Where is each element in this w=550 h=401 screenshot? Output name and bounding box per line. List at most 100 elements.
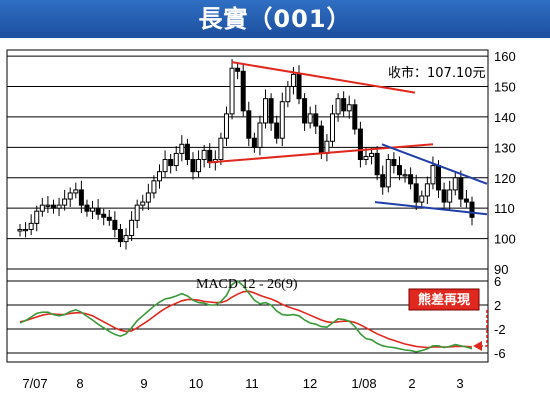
candle-body xyxy=(469,201,475,218)
candle-body xyxy=(140,201,146,206)
candle-body xyxy=(229,67,235,115)
candle-body xyxy=(458,177,464,200)
candle-body xyxy=(162,159,168,173)
close-price-label: 收市：107.10元 xyxy=(388,65,486,81)
candle-body xyxy=(179,143,185,154)
candle-body xyxy=(34,210,40,224)
candle-body xyxy=(106,216,112,221)
macd-title: MACD 12 - 26(9) xyxy=(196,277,298,292)
annotation-text: 熊差再現 xyxy=(418,292,470,308)
price-candles xyxy=(17,59,475,250)
candle-body xyxy=(151,180,157,194)
x-tick-label: 11 xyxy=(245,376,259,391)
trendline xyxy=(374,201,488,216)
candle-body xyxy=(441,189,447,203)
candle-body xyxy=(240,70,246,112)
candle-body xyxy=(78,189,84,206)
candle-body xyxy=(257,122,263,148)
candle-body xyxy=(285,86,291,103)
candle-body xyxy=(45,204,51,207)
candle-body xyxy=(324,140,330,154)
candle-body xyxy=(129,219,135,237)
candle-body xyxy=(207,149,213,164)
candle-body xyxy=(357,128,363,161)
candle-body xyxy=(424,183,430,197)
candle-body xyxy=(335,98,341,115)
candle-body xyxy=(419,195,425,203)
candle-body xyxy=(313,113,319,127)
trendline xyxy=(231,61,416,94)
candle-body xyxy=(157,171,163,182)
candle-body xyxy=(134,204,140,221)
candle-body xyxy=(112,219,118,230)
candle-body xyxy=(23,228,29,232)
price-tick-label: 140 xyxy=(494,110,516,125)
candle-body xyxy=(145,192,151,203)
candle-body xyxy=(463,198,469,203)
candle-body xyxy=(307,113,313,124)
candle-body xyxy=(408,174,414,185)
candle-body xyxy=(452,177,458,191)
candle-body xyxy=(374,152,380,176)
candle-body xyxy=(101,213,107,218)
candle-body xyxy=(302,98,308,124)
candle-body xyxy=(346,104,352,112)
candle-body xyxy=(341,98,347,112)
candle-body xyxy=(430,165,436,185)
candle-body xyxy=(290,73,296,87)
macd-tick-label: 6 xyxy=(494,274,501,289)
chart-title: 長實（001） xyxy=(198,5,352,33)
candle-body xyxy=(67,192,73,200)
candle-body xyxy=(246,110,252,139)
candle-body xyxy=(17,228,23,232)
candle-body xyxy=(28,222,34,230)
x-tick-label: 2 xyxy=(408,376,415,391)
candle-body xyxy=(184,143,190,160)
plot-frame xyxy=(6,49,489,363)
annotation-arrow-head xyxy=(473,341,482,351)
candle-body xyxy=(123,235,129,243)
candle-body xyxy=(436,165,442,191)
candle-body xyxy=(391,159,397,167)
candle-body xyxy=(279,101,285,139)
trendline xyxy=(381,143,488,185)
candle-body xyxy=(380,174,386,188)
x-tick-label: 12 xyxy=(303,376,317,391)
candle-body xyxy=(190,159,196,173)
candle-body xyxy=(201,149,207,160)
x-tick-label: 8 xyxy=(76,376,83,391)
candle-body xyxy=(223,113,229,139)
price-tick-label: 100 xyxy=(494,232,516,247)
candle-body xyxy=(413,183,419,203)
x-tick-label: 9 xyxy=(140,376,147,391)
candle-body xyxy=(274,122,280,139)
candle-body xyxy=(196,159,202,173)
macd-tick-label: -6 xyxy=(494,346,506,361)
x-tick-label: 10 xyxy=(189,376,203,391)
candle-body xyxy=(235,67,241,72)
candle-body xyxy=(218,137,224,161)
candle-body xyxy=(50,204,56,209)
candle-body xyxy=(369,152,375,157)
candle-body xyxy=(296,73,302,100)
candle-body xyxy=(402,174,408,177)
candle-body xyxy=(363,155,369,161)
candle-body xyxy=(263,98,269,124)
candle-body xyxy=(84,204,90,212)
candle-body xyxy=(39,204,45,212)
title-banner: 長實（001） xyxy=(0,0,550,38)
candle-body xyxy=(90,207,96,212)
x-tick-label: 3 xyxy=(456,376,463,391)
price-tick-label: 160 xyxy=(494,49,516,64)
candle-body xyxy=(117,228,123,243)
signal-line xyxy=(19,290,473,349)
trendline xyxy=(207,143,434,164)
macd-tick-label: 2 xyxy=(494,298,501,313)
candle-body xyxy=(168,159,174,167)
price-tick-label: 120 xyxy=(494,171,516,186)
candle-body xyxy=(251,137,257,148)
candle-body xyxy=(95,207,101,215)
candle-body xyxy=(73,189,79,194)
x-tick-label: 7/07 xyxy=(22,376,47,391)
candle-body xyxy=(62,198,68,206)
